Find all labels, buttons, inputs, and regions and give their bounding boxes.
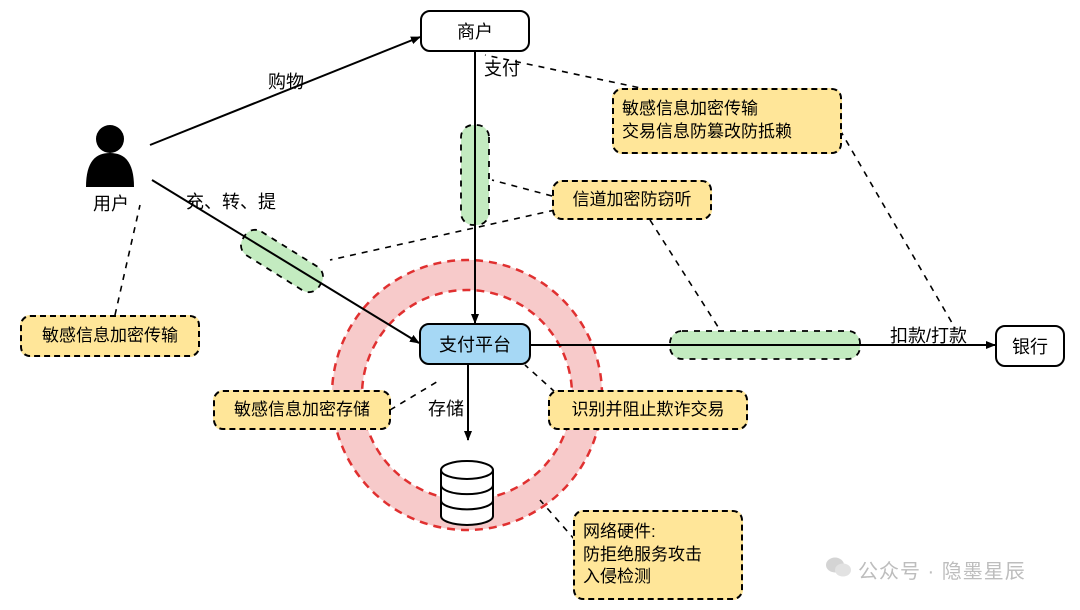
note-link <box>330 210 555 260</box>
note-fraud-detection: 识别并阻止欺诈交易 <box>548 390 748 430</box>
note-n6-text: 网络硬件: 防拒绝服务攻击 入侵检测 <box>583 521 702 590</box>
note-encrypt-storage: 敏感信息加密存储 <box>213 390 391 430</box>
note-link <box>492 180 552 196</box>
node-platform: 支付平台 <box>419 323 531 365</box>
edge-label-settlement: 扣款/打款 <box>890 322 967 348</box>
note-link <box>115 205 140 315</box>
edge-label-recharge: 充、转、提 <box>186 188 276 214</box>
note-n2-text: 敏感信息加密存储 <box>234 399 370 422</box>
node-bank: 银行 <box>995 325 1065 367</box>
edge-label-pay: 支付 <box>484 55 520 81</box>
node-bank-label: 银行 <box>1012 333 1048 359</box>
edge-label-shopping: 购物 <box>268 68 304 94</box>
database-icon <box>441 461 493 525</box>
watermark-text: 公众号 · 隐墨星辰 <box>858 555 1026 584</box>
note-channel-encrypt: 信道加密防窃听 <box>552 180 712 220</box>
node-merchant-label: 商户 <box>457 18 493 44</box>
note-encrypt-transmit-2: 敏感信息加密传输 交易信息防篡改防抵赖 <box>612 88 842 154</box>
note-link <box>840 130 955 328</box>
node-merchant: 商户 <box>420 10 530 52</box>
note-n4-text: 敏感信息加密传输 交易信息防篡改防抵赖 <box>622 98 792 144</box>
note-n3-text: 信道加密防窃听 <box>573 189 692 212</box>
channel-highlight <box>236 225 327 296</box>
wechat-icon <box>826 556 852 578</box>
note-network-hardware: 网络硬件: 防拒绝服务攻击 入侵检测 <box>573 510 743 600</box>
note-link <box>525 365 555 392</box>
note-link <box>650 220 720 330</box>
node-platform-label: 支付平台 <box>439 331 511 357</box>
note-n5-text: 识别并阻止欺诈交易 <box>572 399 725 422</box>
note-encrypt-transmit-1: 敏感信息加密传输 <box>20 315 200 357</box>
diagram-svg <box>0 0 1080 610</box>
note-n1-text: 敏感信息加密传输 <box>42 325 178 348</box>
node-user-label: 用户 <box>93 190 129 216</box>
user-icon <box>86 125 134 187</box>
edge-label-storage: 存储 <box>428 395 464 421</box>
